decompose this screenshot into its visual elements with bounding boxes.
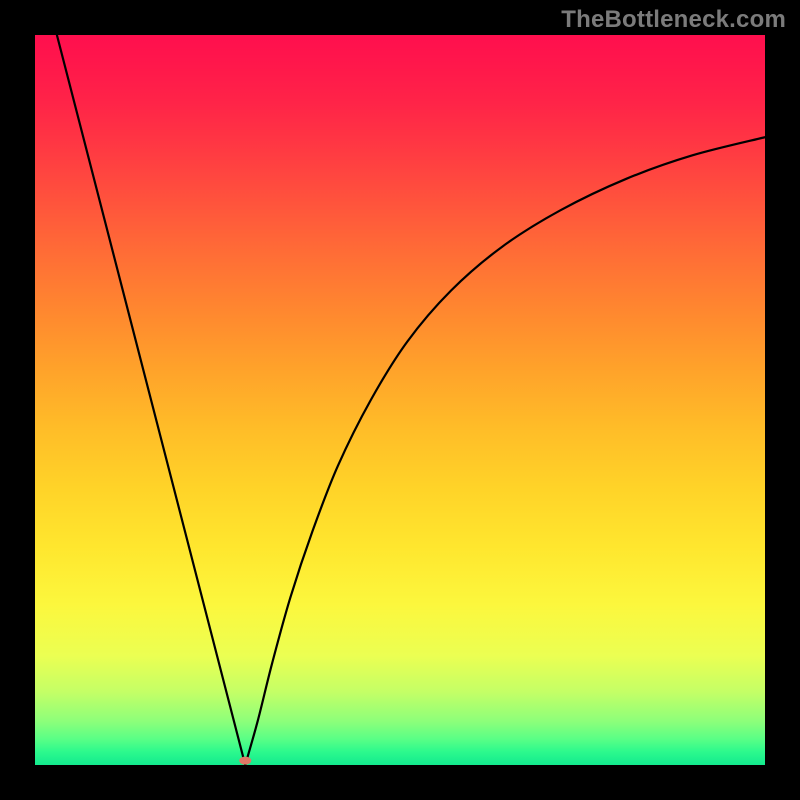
plot-area	[35, 35, 765, 765]
chart-container: TheBottleneck.com	[0, 0, 800, 800]
plot-svg	[35, 35, 765, 765]
watermark-label: TheBottleneck.com	[561, 6, 786, 34]
gradient-background	[35, 35, 765, 765]
vertex-marker	[239, 757, 251, 765]
